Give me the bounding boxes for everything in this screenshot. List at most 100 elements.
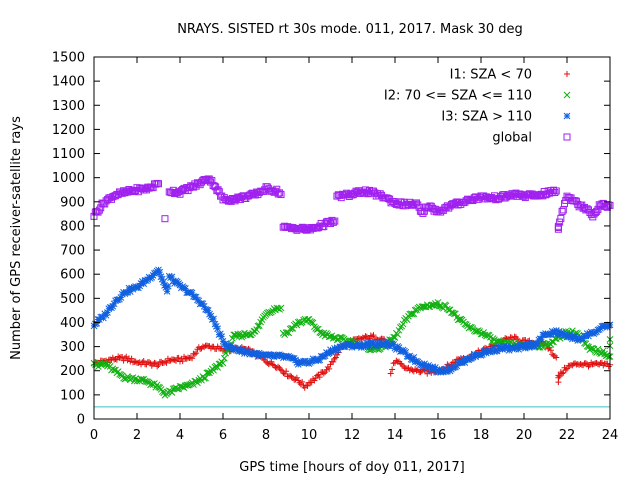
y-tick-label: 300: [60, 340, 85, 355]
data-point: [331, 217, 339, 225]
data-point: [199, 343, 206, 350]
data-point: [333, 344, 341, 352]
data-point: [203, 369, 211, 377]
data-point: [403, 316, 411, 323]
y-tick-label: 700: [60, 244, 85, 259]
data-point: [395, 344, 403, 351]
data-point: [421, 360, 428, 368]
x-tick-label: 0: [90, 428, 98, 443]
y-axis-label: Number of GPS receiver-satellite rays: [9, 116, 24, 360]
data-point: [575, 336, 583, 343]
legend: I1: SZA < 70 I2: 70 <= SZA <= 110 I3: SZA …: [384, 68, 571, 146]
data-point: [304, 382, 311, 389]
data-point: [93, 319, 101, 327]
data-point: [92, 361, 99, 368]
data-point: [154, 363, 161, 370]
data-point: [139, 278, 146, 285]
series-4: [90, 175, 614, 234]
data-point: [358, 336, 365, 343]
x-tick-label: 4: [176, 428, 184, 443]
data-point: [389, 366, 396, 373]
data-point: [283, 368, 290, 375]
data-point: [171, 280, 178, 287]
data-point: [417, 369, 424, 376]
data-point: [212, 322, 220, 330]
data-point: [219, 359, 227, 367]
data-point: [199, 300, 207, 308]
data-point: [157, 273, 165, 281]
data-point: [604, 360, 611, 367]
data-point: [269, 361, 276, 368]
data-point: [410, 310, 418, 318]
y-tick-label: 200: [60, 364, 85, 379]
data-point: [332, 354, 339, 361]
y-tick-label: 1500: [52, 51, 85, 66]
data-point: [200, 375, 208, 382]
data-point: [557, 214, 565, 222]
data-point: [316, 356, 324, 364]
data-point: [253, 326, 260, 333]
data-point: [332, 347, 340, 355]
data-point: [552, 327, 560, 334]
data-point: [548, 327, 556, 335]
y-tick-label: 100: [60, 388, 85, 403]
data-point: [140, 358, 147, 365]
data-point: [210, 315, 217, 323]
data-point: [155, 180, 162, 188]
data-point: [211, 320, 219, 328]
data-point: [315, 357, 322, 364]
y-tick-label: 0: [77, 413, 85, 428]
data-point: [288, 373, 295, 380]
x-tick-label: 14: [387, 428, 404, 443]
legend-label: global: [492, 131, 532, 146]
data-point: [410, 353, 418, 361]
data-point: [156, 268, 164, 276]
x-tick-label: 8: [262, 428, 270, 443]
data-point: [183, 381, 191, 389]
data-point: [190, 292, 197, 300]
data-point: [551, 352, 558, 359]
data-point: [315, 325, 322, 333]
legend-marker: [563, 133, 571, 141]
data-point: [171, 384, 178, 392]
data-point: [117, 294, 125, 301]
data-point: [214, 325, 221, 333]
data-point: [336, 334, 344, 341]
data-point: [229, 334, 236, 342]
data-point: [393, 357, 400, 364]
data-point: [308, 357, 316, 365]
data-point: [331, 355, 338, 362]
chart-title: NRAYS. SISTED rt 30s mode. 011, 2017. Ma…: [177, 22, 523, 37]
series-3: [90, 266, 614, 376]
data-point: [397, 360, 404, 367]
data-point: [110, 300, 118, 308]
data-point: [158, 275, 166, 283]
data-point: [524, 341, 532, 348]
data-point: [179, 358, 186, 365]
data-point: [202, 374, 209, 382]
data-point: [488, 347, 496, 355]
series-layer: [90, 175, 614, 399]
x-tick-label: 20: [516, 428, 533, 443]
data-point: [162, 358, 169, 365]
data-point: [176, 281, 184, 289]
data-point: [577, 361, 584, 368]
data-point: [163, 288, 171, 295]
data-point: [175, 354, 182, 361]
data-point: [144, 276, 152, 283]
plot-area: [90, 56, 614, 420]
data-point: [160, 278, 167, 286]
data-point: [534, 340, 541, 348]
data-point: [299, 378, 306, 385]
data-point: [116, 354, 123, 361]
data-point: [412, 366, 419, 373]
data-point: [460, 355, 467, 363]
data-point: [210, 182, 218, 190]
data-point: [183, 355, 190, 362]
data-point: [135, 359, 142, 366]
data-point: [104, 309, 111, 316]
data-point: [564, 365, 570, 372]
data-point: [187, 354, 194, 361]
data-point: [162, 284, 170, 291]
